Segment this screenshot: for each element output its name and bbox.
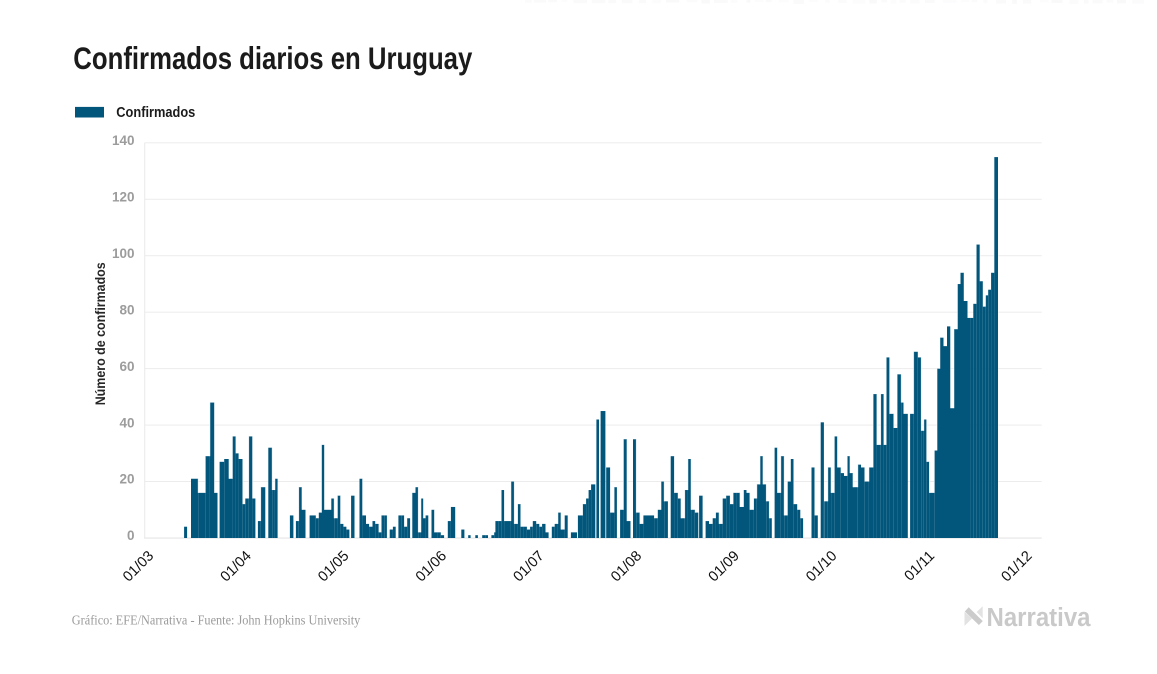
svg-text:01/08: 01/08 [608,548,645,585]
svg-text:120: 120 [112,190,135,205]
svg-text:0: 0 [127,528,135,543]
svg-text:Gráfico: EFE/Narrativa - Fuent: Gráfico: EFE/Narrativa - Fuente: John Ho… [72,612,361,627]
svg-text:Narrativa: Narrativa [987,604,1092,632]
svg-text:Confirmados diarios en Uruguay: Confirmados diarios en Uruguay [73,40,472,76]
svg-text:Número de confirmados: Número de confirmados [93,262,108,405]
svg-text:Confirmados: Confirmados [116,105,195,121]
svg-text:01/05: 01/05 [315,548,352,585]
svg-text:01/09: 01/09 [706,548,743,585]
svg-text:01/03: 01/03 [120,548,157,585]
svg-text:01/07: 01/07 [510,548,547,585]
svg-text:80: 80 [119,302,134,317]
svg-text:01/11: 01/11 [902,548,938,584]
svg-text:140: 140 [112,133,135,148]
svg-text:01/10: 01/10 [803,548,840,585]
svg-text:01/12: 01/12 [998,548,1035,585]
svg-text:100: 100 [112,246,135,261]
svg-text:40: 40 [119,415,134,430]
svg-text:20: 20 [119,472,134,487]
svg-text:60: 60 [119,359,134,374]
svg-text:01/06: 01/06 [413,548,450,585]
svg-text:01/04: 01/04 [218,548,255,585]
